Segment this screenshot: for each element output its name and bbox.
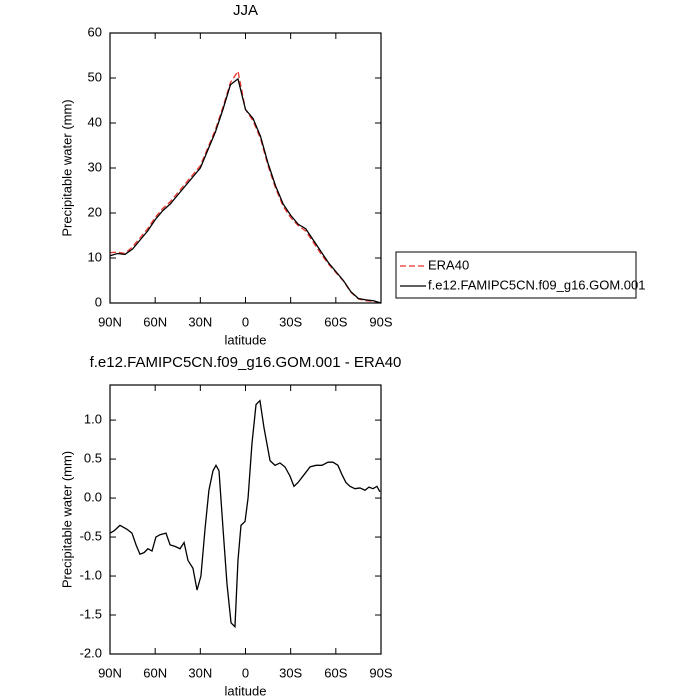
y-axis-label: Precipitable water (mm) (59, 99, 74, 236)
x-tick-label: 60N (143, 665, 167, 680)
x-tick-label: 30S (279, 314, 302, 329)
x-tick-label: 30S (279, 665, 302, 680)
y-tick-label: 30 (88, 159, 102, 174)
y-tick-label: 0.0 (84, 489, 102, 504)
x-axis-label: latitude (225, 332, 267, 347)
legend-label: f.e12.FAMIPC5CN.f09_g16.GOM.001 (428, 277, 646, 292)
y-tick-label: -1.0 (80, 567, 102, 582)
plot-frame (109, 32, 382, 304)
plot-frame (109, 384, 382, 655)
chart-title: JJA (233, 2, 258, 19)
data-line (109, 77, 382, 304)
y-tick-label: -0.5 (80, 528, 102, 543)
x-tick-label: 90S (369, 665, 392, 680)
y-tick-label: -2.0 (80, 645, 102, 660)
y-tick-label: 20 (88, 204, 102, 219)
x-axis-label: latitude (225, 683, 267, 698)
y-tick-label: -1.5 (80, 606, 102, 621)
data-line (109, 399, 381, 629)
chart-title: f.e12.FAMIPC5CN.f09_g16.GOM.001 - ERA40 (90, 354, 402, 371)
y-tick-label: 0.5 (84, 451, 102, 466)
x-tick-label: 90S (369, 314, 392, 329)
x-tick-label: 0 (242, 314, 249, 329)
x-tick-label: 60N (143, 314, 167, 329)
x-tick-label: 30N (188, 314, 212, 329)
y-axis-label: Precipitable water (mm) (59, 451, 74, 588)
y-tick-label: 10 (88, 249, 102, 264)
y-tick-label: 40 (88, 114, 102, 129)
legend-label: ERA40 (428, 257, 469, 272)
legend-box (395, 251, 637, 299)
x-tick-label: 90N (98, 314, 122, 329)
x-tick-label: 60S (324, 314, 347, 329)
x-tick-label: 60S (324, 665, 347, 680)
y-tick-label: 50 (88, 69, 102, 84)
x-tick-label: 90N (98, 665, 122, 680)
data-line (109, 69, 382, 304)
y-tick-label: 60 (88, 24, 102, 39)
y-tick-label: 0 (95, 294, 102, 309)
x-tick-label: 30N (188, 665, 212, 680)
y-tick-label: 1.0 (84, 412, 102, 427)
x-tick-label: 0 (242, 665, 249, 680)
